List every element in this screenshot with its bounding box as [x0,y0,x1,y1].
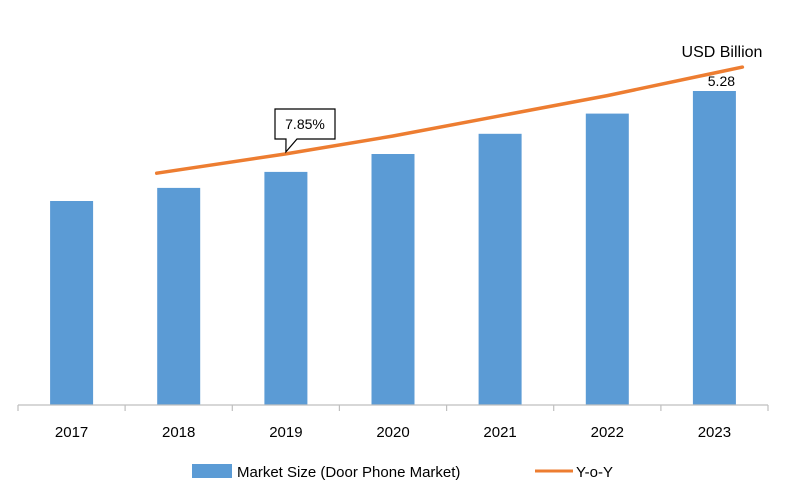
unit-label: USD Billion [682,44,763,61]
callout-label-yoy: 7.85% [285,116,325,132]
bar-2020 [371,154,415,405]
bar-2017 [50,201,94,405]
series-line-yoy [154,65,745,175]
data-label-2023: 5.28 [708,73,735,89]
bar-2019 [264,171,308,405]
bars-group [50,91,736,406]
line-group [154,65,745,175]
x-ticks-group [17,405,769,411]
callout-box-yoy [274,108,336,154]
legend-label-yoy: Y-o-Y [576,464,613,481]
bar-2023 [692,91,736,405]
x-tick-labels: 2017 2018 2019 2020 2021 2022 2023 [55,424,731,441]
x-tick-label-2018: 2018 [162,424,195,441]
x-tick-label-2017: 2017 [55,424,88,441]
bar-2022 [585,113,629,405]
legend: Market Size (Door Phone Market) Y-o-Y [192,464,613,481]
x-tick-label-2021: 2021 [483,424,516,441]
x-tick-label-2019: 2019 [269,424,302,441]
bar-2021 [478,133,522,406]
x-tick-label-2020: 2020 [376,424,409,441]
x-tick-label-2022: 2022 [591,424,624,441]
legend-label-market-size: Market Size (Door Phone Market) [237,464,460,481]
legend-swatch-market-size [192,464,232,478]
annotations-group: 7.85% 5.28 [274,73,735,154]
x-tick-label-2023: 2023 [698,424,731,441]
bar-2018 [157,187,201,405]
